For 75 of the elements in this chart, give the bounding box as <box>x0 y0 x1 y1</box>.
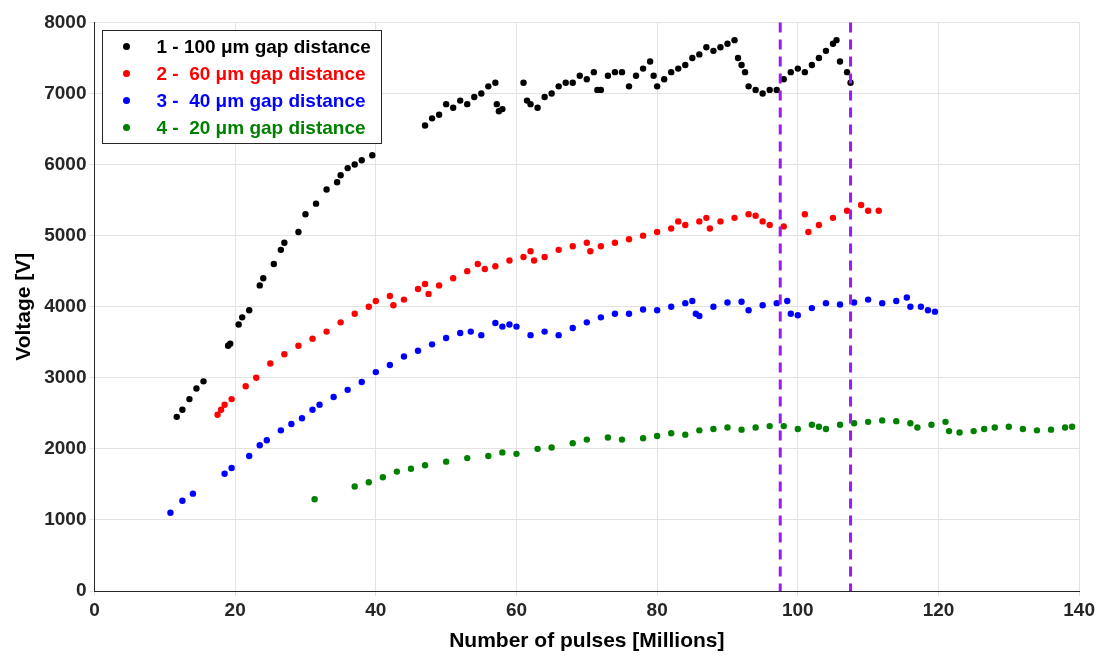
y-tick-label: 6000 <box>44 152 87 174</box>
point <box>864 418 872 426</box>
legend-label: 4 - 20 μm gap distance <box>156 116 366 141</box>
x-tick-label: 40 <box>365 598 387 620</box>
point <box>981 425 988 433</box>
x-axis-title: Number of pulses [Millions] <box>449 628 725 652</box>
point <box>604 434 612 441</box>
point <box>485 452 492 460</box>
x-tick-label: 80 <box>646 598 668 620</box>
x-tick-label: 100 <box>781 598 814 620</box>
point <box>780 422 787 430</box>
point <box>907 420 914 427</box>
point <box>928 421 935 428</box>
y-tick-label: 5000 <box>44 223 87 245</box>
point <box>822 425 830 433</box>
point <box>1033 427 1041 434</box>
point <box>879 417 886 424</box>
point <box>914 424 921 431</box>
point <box>365 479 372 486</box>
legend-label: 2 - 60 μm gap distance <box>156 62 366 87</box>
point <box>639 434 647 442</box>
x-tick-label: 60 <box>505 598 528 620</box>
point <box>682 431 689 438</box>
point <box>893 417 900 425</box>
x-tick-label: 120 <box>922 598 955 620</box>
point <box>1005 423 1013 431</box>
point <box>569 439 576 447</box>
point <box>583 436 591 443</box>
y-tick-label: 0 <box>75 579 87 601</box>
point <box>421 462 429 469</box>
y-tick-label: 4000 <box>44 294 87 316</box>
point <box>1019 425 1027 433</box>
point <box>442 458 450 465</box>
point <box>618 436 626 443</box>
legend-label: 3 - 40 μm gap distance <box>156 89 366 114</box>
point <box>393 468 401 475</box>
point <box>766 422 773 430</box>
point <box>970 427 977 435</box>
point <box>548 444 555 451</box>
y-tick-label: 1000 <box>44 508 87 530</box>
point <box>351 483 358 490</box>
legend-label: 1 - 100 μm gap distance <box>156 35 371 60</box>
point <box>738 426 745 433</box>
y-axis-title: Voltage [V] <box>11 252 35 361</box>
point <box>379 474 387 481</box>
point <box>991 424 998 431</box>
point <box>945 427 953 435</box>
y-tick-label: 8000 <box>44 10 87 32</box>
point <box>956 429 963 436</box>
point <box>513 450 520 458</box>
point <box>499 449 506 456</box>
point <box>710 425 717 433</box>
point <box>724 424 731 431</box>
point <box>534 445 541 453</box>
y-tick-label: 3000 <box>44 366 87 388</box>
point <box>1047 426 1055 433</box>
point <box>407 465 415 472</box>
point <box>942 418 949 426</box>
point <box>668 430 675 437</box>
point <box>836 421 844 428</box>
y-tick-label: 7000 <box>44 81 87 103</box>
point <box>696 427 703 434</box>
point <box>794 425 802 433</box>
x-tick-label: 20 <box>224 598 246 620</box>
point <box>1061 424 1069 431</box>
point <box>815 423 823 431</box>
y-tick-label: 2000 <box>44 437 87 459</box>
point <box>464 454 471 462</box>
point <box>653 432 661 440</box>
point <box>311 496 318 503</box>
point <box>850 420 858 427</box>
point <box>808 421 816 428</box>
point <box>1068 423 1076 431</box>
x-tick-label: 140 <box>1063 598 1095 620</box>
point <box>752 424 759 431</box>
